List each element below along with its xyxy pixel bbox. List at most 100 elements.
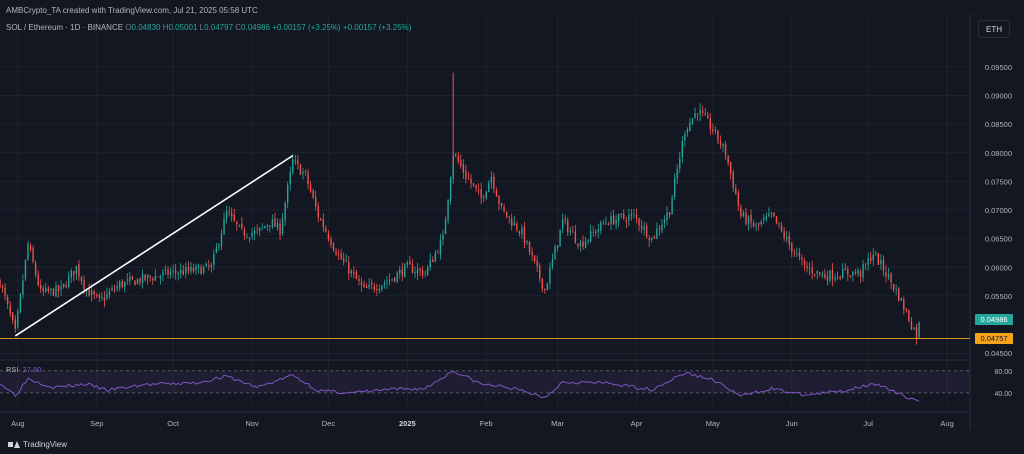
candle-body: [554, 246, 556, 260]
time-tick-label: Jul: [863, 419, 873, 428]
candle-body: [513, 222, 515, 226]
candle-body: [890, 273, 892, 283]
candle-body: [472, 183, 475, 186]
candle-body: [355, 272, 358, 280]
candle-body: [62, 283, 65, 287]
candle-body: [75, 265, 78, 274]
candle-body: [528, 241, 531, 253]
candle-body: [579, 242, 582, 246]
open-label: O: [125, 23, 132, 32]
candle-body: [320, 218, 322, 221]
candle-body: [561, 219, 564, 228]
candle-body: [653, 236, 656, 238]
candle-body: [419, 268, 421, 271]
time-tick-label: Dec: [322, 419, 336, 428]
candle-body: [157, 276, 159, 278]
candle-body: [152, 278, 154, 281]
candle-body: [414, 271, 416, 274]
candle-body: [892, 284, 895, 290]
candle-body: [182, 270, 185, 275]
candle-body: [197, 265, 200, 268]
candle-body: [791, 242, 793, 252]
candle-body: [867, 258, 869, 265]
candle-body: [722, 144, 724, 147]
time-tick-label: Oct: [167, 419, 180, 428]
candle-body: [434, 252, 437, 262]
candle-body: [134, 280, 136, 286]
candle-body: [633, 213, 635, 215]
candle-body: [6, 297, 9, 305]
time-tick-label: Aug: [11, 419, 24, 428]
candle-body: [645, 225, 648, 238]
candle-body: [129, 277, 131, 282]
candle-body: [768, 213, 770, 216]
candle-body: [233, 214, 235, 221]
currency-button[interactable]: ETH: [978, 20, 1010, 38]
symbol-label[interactable]: SOL / Ethereum · 1D · BINANCE: [6, 23, 124, 32]
candle-body: [343, 258, 345, 262]
candle-body: [146, 274, 149, 279]
candle-body: [457, 155, 459, 162]
candle-body: [875, 252, 877, 254]
candle-body: [521, 228, 523, 235]
candle-body: [813, 274, 816, 276]
candle-body: [88, 289, 90, 297]
candle-body: [462, 164, 465, 173]
candle-body: [735, 188, 737, 195]
candle-body: [309, 184, 312, 192]
time-tick-label: May: [706, 419, 720, 428]
candle-body: [511, 218, 513, 226]
candle-body: [699, 109, 701, 115]
candle-body: [480, 189, 482, 199]
candle-body: [755, 224, 757, 226]
price-tick-label: 0.08000: [985, 149, 1012, 158]
candle-body: [269, 225, 271, 227]
candle-body: [546, 283, 549, 291]
candle-body: [745, 213, 747, 224]
candle-body: [503, 206, 505, 211]
candle-body: [185, 266, 187, 274]
price-tick-label: 0.09000: [985, 92, 1012, 101]
candle-body: [141, 274, 144, 284]
candle-body: [826, 276, 829, 281]
candle-body: [373, 285, 375, 290]
candle-body: [694, 113, 696, 118]
candle-body: [470, 178, 472, 184]
candle-body: [617, 214, 620, 222]
candle-body: [121, 281, 123, 287]
time-tick-label: Feb: [480, 419, 493, 428]
candle-body: [495, 190, 498, 197]
candle-body: [360, 282, 363, 285]
candle-body: [330, 238, 332, 245]
candle-body: [55, 285, 57, 297]
candle-body: [73, 270, 75, 276]
candle-body: [582, 241, 584, 247]
candle-body: [200, 267, 202, 275]
candle-body: [701, 110, 704, 113]
tradingview-logo[interactable]: TradingView: [8, 440, 67, 449]
candle-body: [90, 290, 93, 296]
candle-body: [640, 225, 643, 229]
candle-body: [439, 240, 442, 255]
candle-body: [40, 285, 42, 289]
candle-body: [29, 245, 32, 250]
candle-body: [564, 218, 566, 221]
candle-body: [842, 268, 844, 279]
candle-body: [108, 291, 111, 296]
candle-body: [704, 113, 706, 115]
candle-body: [190, 266, 192, 272]
candle-body: [780, 225, 783, 231]
candle-body: [449, 178, 452, 201]
candle-body: [388, 280, 391, 282]
candle-body: [9, 305, 11, 314]
candle-body: [286, 185, 289, 203]
candle-body: [210, 264, 213, 268]
candle-body: [620, 213, 622, 215]
candle-body: [498, 196, 500, 204]
candle-body: [862, 264, 864, 278]
candle-body: [844, 268, 846, 271]
change-value-repeat: +0.00157 (+3.25%): [342, 23, 412, 32]
candle-body: [518, 231, 521, 234]
candle-body: [24, 259, 27, 280]
